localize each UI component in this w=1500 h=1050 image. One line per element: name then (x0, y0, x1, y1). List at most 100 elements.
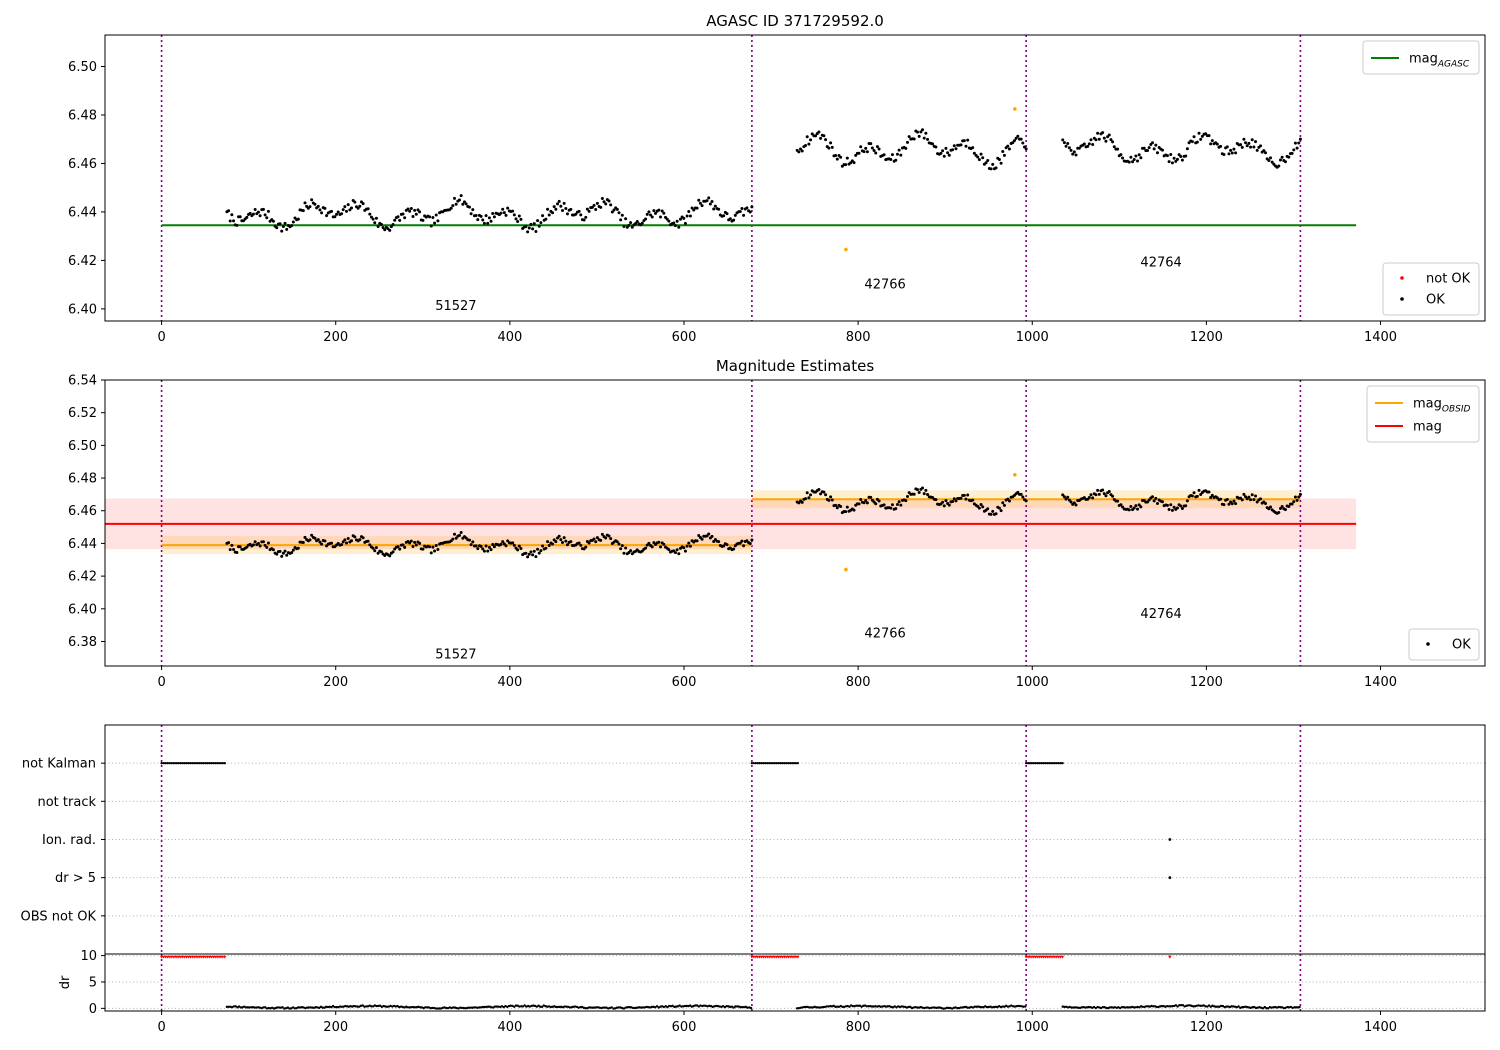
flag-point (194, 761, 198, 765)
ok-data-point (722, 544, 726, 548)
ok-data-point (251, 212, 255, 216)
ok-data-point (1132, 157, 1136, 161)
flag-point (191, 761, 194, 765)
y-tick-label: 6.50 (68, 439, 97, 454)
flag-point (785, 761, 788, 765)
dr-point (1084, 1006, 1087, 1009)
x-tick-label: 600 (672, 1020, 697, 1035)
dr-point (377, 1004, 380, 1008)
ok-data-point (1215, 142, 1219, 146)
x-tick-label: 1400 (1364, 330, 1397, 345)
dr-point (1294, 1006, 1298, 1009)
obsid-label: 51527 (435, 648, 476, 663)
legend-label: not OK (1426, 272, 1471, 287)
dr-point (829, 1004, 832, 1008)
y-tick-label: 6.44 (68, 205, 97, 220)
dr-point (513, 1005, 516, 1009)
dr-point (735, 1005, 739, 1008)
ok-data-point (1127, 508, 1131, 512)
ok-data-point (1154, 496, 1158, 500)
dr-point (912, 1006, 916, 1009)
ok-data-point (1197, 488, 1201, 492)
ok-data-point (1007, 499, 1011, 503)
ok-data-point (413, 540, 417, 544)
ok-data-point (1150, 141, 1154, 145)
ok-data-point (951, 500, 955, 504)
ok-data-point (852, 161, 856, 165)
ok-data-point (991, 509, 995, 513)
dr-point (825, 1005, 828, 1008)
ok-data-point (1104, 139, 1108, 143)
ok-data-point (1255, 148, 1259, 152)
ok-data-point (313, 202, 317, 206)
ok-data-point (809, 493, 813, 497)
ok-data-point (667, 548, 671, 552)
dr-point (1018, 1004, 1022, 1008)
ok-data-point (624, 217, 628, 221)
ok-data-point (845, 156, 849, 160)
ok-data-point (366, 539, 370, 543)
dr-point (293, 1007, 297, 1010)
flag-point (1030, 761, 1034, 765)
ok-data-point (685, 544, 689, 548)
ok-data-point (882, 503, 886, 507)
dr-point (467, 1006, 471, 1009)
dr-point (244, 1006, 248, 1009)
ok-data-point (1227, 502, 1231, 506)
ok-data-point (559, 204, 563, 208)
ok-data-point (1259, 497, 1263, 501)
ok-data-point (1119, 503, 1123, 507)
ok-data-point (511, 541, 515, 545)
ok-data-point (379, 222, 383, 226)
dr-point (330, 1005, 333, 1009)
ok-data-point (673, 551, 677, 555)
flag-point (754, 761, 757, 765)
ok-data-point (492, 545, 496, 549)
y-tick-label: 6.48 (68, 108, 97, 123)
x-tick-label: 200 (323, 675, 348, 690)
dr-point (1237, 1005, 1240, 1008)
ok-data-point (1295, 498, 1299, 502)
ok-data-point (1264, 151, 1268, 155)
ok-data-point (922, 136, 926, 140)
ok-data-point (1147, 498, 1151, 502)
ok-data-point (859, 145, 863, 149)
ok-data-point (401, 543, 405, 547)
ok-data-point (343, 538, 347, 542)
ok-data-point (657, 540, 661, 544)
ok-data-point (999, 161, 1003, 165)
ok-data-point (644, 217, 648, 221)
ok-data-point (1234, 151, 1238, 155)
ok-data-point (1062, 495, 1066, 499)
ok-data-point (839, 155, 843, 159)
ok-data-point (248, 211, 252, 215)
ok-data-point (316, 538, 320, 542)
ok-data-point (587, 209, 591, 213)
ok-data-point (369, 215, 373, 219)
flag-point (790, 761, 794, 765)
ok-data-point (1137, 503, 1141, 507)
ok-data-point (1242, 137, 1246, 141)
ok-data-point (662, 211, 666, 215)
ok-data-point (1109, 138, 1113, 142)
ok-data-point (986, 507, 990, 511)
ok-data-point (453, 196, 457, 200)
ok-data-point (1097, 492, 1101, 496)
flag-point (160, 761, 163, 765)
ok-data-point (700, 204, 704, 208)
ok-data-point (1199, 493, 1203, 497)
ok-data-point (797, 150, 801, 154)
dr-point (234, 1005, 237, 1008)
ok-data-point (303, 535, 307, 539)
ok-data-point (1180, 158, 1184, 162)
ok-data-point (619, 547, 623, 551)
ok-data-point (343, 205, 347, 209)
flag-point (208, 761, 211, 765)
ok-data-point (1232, 147, 1236, 151)
ok-data-point (827, 146, 831, 150)
ok-data-point (926, 493, 930, 497)
ok-data-point (921, 128, 925, 132)
flag-point (1044, 761, 1047, 765)
ok-data-point (629, 221, 633, 225)
ok-data-point (373, 221, 377, 225)
